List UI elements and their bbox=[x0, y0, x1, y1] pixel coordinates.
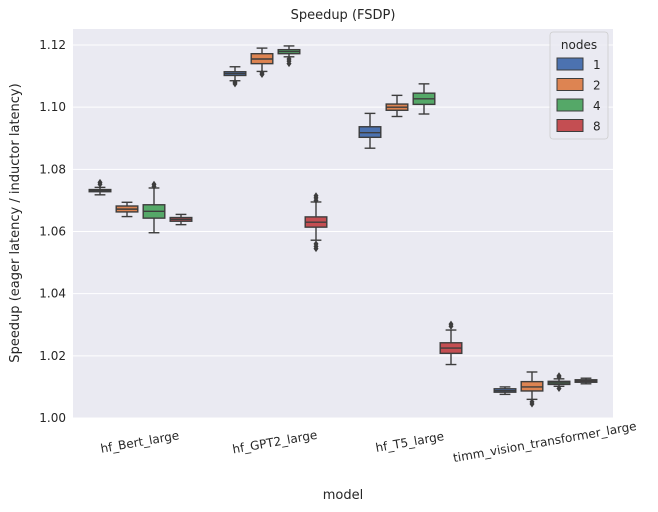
box-timm_vision_transformer_large-nodes-2 bbox=[520, 371, 544, 408]
legend-swatch bbox=[556, 57, 584, 71]
x-tick-label: hf_T5_large bbox=[375, 429, 446, 455]
y-tick-label: 1.08 bbox=[39, 162, 66, 176]
box-timm_vision_transformer_large-nodes-1 bbox=[493, 386, 517, 396]
box-hf_Bert_large-nodes-8 bbox=[169, 213, 193, 226]
y-tick-labels: 1.00 1.02 1.04 1.06 1.08 1.10 1.12 bbox=[39, 38, 66, 425]
outlier-point bbox=[259, 69, 265, 77]
legend: nodes 1 2 4 8 bbox=[549, 31, 609, 140]
outlier-point bbox=[232, 78, 238, 86]
outlier-point bbox=[151, 180, 157, 188]
box-hf_T5_large-nodes-4 bbox=[412, 83, 436, 115]
chart-title: Speedup (FSDP) bbox=[291, 8, 396, 23]
outlier-point bbox=[313, 240, 319, 248]
box-hf_GPT2_large-nodes-4 bbox=[277, 45, 301, 68]
legend-label: 2 bbox=[593, 79, 601, 93]
box-hf_T5_large-nodes-8 bbox=[439, 320, 463, 366]
box-hf_Bert_large-nodes-4 bbox=[142, 180, 166, 234]
legend-swatch bbox=[556, 98, 584, 112]
boxes-layer bbox=[88, 45, 598, 408]
box-hf_Bert_large-nodes-1 bbox=[88, 178, 112, 196]
y-tick-label: 1.00 bbox=[39, 411, 66, 425]
y-tick-label: 1.02 bbox=[39, 349, 66, 363]
legend-title: nodes bbox=[561, 38, 597, 52]
y-tick-label: 1.04 bbox=[39, 287, 66, 301]
y-axis-label: Speedup (eager latency / inductor latenc… bbox=[8, 83, 23, 362]
x-tick-labels: hf_Bert_large hf_GPT2_large hf_T5_large tim… bbox=[99, 419, 637, 465]
box-hf_GPT2_large-nodes-1 bbox=[223, 66, 247, 88]
box-hf_Bert_large-nodes-2 bbox=[115, 201, 139, 218]
y-tick-label: 1.06 bbox=[39, 225, 66, 239]
box-hf_GPT2_large-nodes-2 bbox=[250, 47, 274, 79]
legend-swatch bbox=[556, 78, 584, 91]
outlier-point bbox=[529, 398, 535, 406]
outlier-point bbox=[313, 192, 319, 200]
box-timm_vision_transformer_large-nodes-8 bbox=[574, 377, 598, 385]
y-tick-label: 1.12 bbox=[39, 38, 66, 52]
x-tick-label: hf_GPT2_large bbox=[231, 428, 318, 457]
legend-label: 4 bbox=[593, 99, 601, 113]
box-timm_vision_transformer_large-nodes-4 bbox=[547, 372, 571, 392]
legend-label: 8 bbox=[593, 120, 601, 134]
box-hf_T5_large-nodes-1 bbox=[358, 112, 382, 149]
outlier-point bbox=[97, 178, 103, 186]
outlier-point bbox=[556, 384, 562, 392]
y-tick-label: 1.10 bbox=[39, 100, 66, 114]
outlier-point bbox=[448, 320, 454, 328]
x-tick-label: hf_Bert_large bbox=[99, 428, 180, 456]
x-axis-label: model bbox=[323, 488, 363, 503]
x-tick-label: timm_vision_transformer_large bbox=[452, 419, 638, 465]
legend-label: 1 bbox=[593, 58, 601, 72]
legend-entries: 1 2 4 8 bbox=[556, 57, 601, 134]
box-hf_T5_large-nodes-2 bbox=[385, 94, 409, 118]
box-hf_GPT2_large-nodes-8 bbox=[304, 192, 328, 253]
gridlines bbox=[73, 44, 613, 419]
outlier-point bbox=[286, 55, 292, 63]
legend-swatch bbox=[556, 119, 584, 132]
plot-area bbox=[73, 29, 613, 418]
outlier-point bbox=[556, 372, 562, 380]
